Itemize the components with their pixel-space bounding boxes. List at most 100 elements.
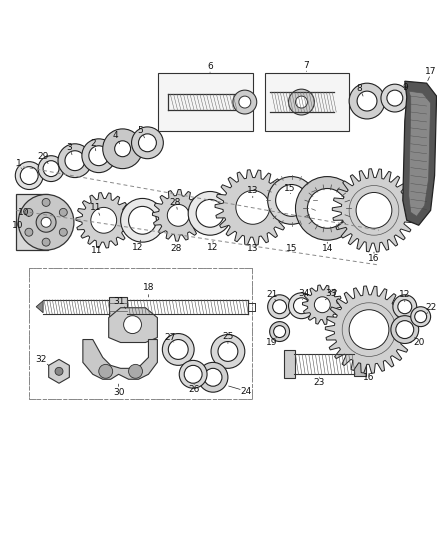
Text: 16: 16: [363, 373, 375, 382]
Bar: [16, 195, 48, 250]
Text: 22: 22: [425, 303, 436, 312]
Polygon shape: [36, 301, 43, 313]
Polygon shape: [303, 285, 342, 325]
Polygon shape: [403, 81, 437, 225]
Circle shape: [289, 293, 314, 319]
Circle shape: [349, 310, 389, 350]
Circle shape: [55, 367, 63, 375]
Circle shape: [188, 191, 232, 235]
Circle shape: [65, 151, 85, 171]
Text: 10: 10: [18, 208, 29, 217]
Circle shape: [179, 360, 207, 388]
Text: 13: 13: [247, 186, 258, 195]
Circle shape: [196, 199, 224, 227]
Circle shape: [393, 295, 417, 319]
Circle shape: [59, 228, 67, 236]
Text: 16: 16: [368, 254, 380, 263]
Text: 6: 6: [207, 62, 213, 71]
Circle shape: [43, 160, 59, 176]
Circle shape: [58, 144, 92, 177]
Circle shape: [218, 342, 238, 361]
Text: 4: 4: [113, 131, 118, 140]
Text: 7: 7: [304, 61, 309, 70]
Circle shape: [293, 298, 309, 314]
Circle shape: [411, 306, 431, 327]
Circle shape: [25, 208, 33, 216]
Text: 5: 5: [138, 126, 143, 135]
Circle shape: [91, 207, 117, 233]
Circle shape: [387, 90, 403, 106]
Circle shape: [18, 195, 74, 250]
Bar: [354, 352, 366, 376]
Circle shape: [307, 189, 347, 228]
Text: 8: 8: [356, 84, 362, 93]
Circle shape: [296, 176, 359, 240]
Polygon shape: [83, 340, 157, 379]
Circle shape: [103, 129, 142, 168]
Circle shape: [167, 204, 189, 227]
Text: 2: 2: [90, 139, 95, 148]
Text: 17: 17: [425, 67, 436, 76]
Circle shape: [415, 311, 427, 322]
Circle shape: [276, 184, 307, 216]
Text: 15: 15: [284, 184, 295, 193]
Circle shape: [398, 300, 412, 314]
Circle shape: [15, 161, 43, 190]
Circle shape: [168, 340, 188, 359]
Text: 27: 27: [165, 333, 176, 342]
Circle shape: [99, 365, 113, 378]
Circle shape: [211, 335, 245, 368]
Circle shape: [82, 139, 116, 173]
Text: 14: 14: [321, 244, 333, 253]
Circle shape: [138, 134, 156, 152]
Circle shape: [268, 176, 315, 224]
Bar: [159, 73, 253, 131]
Text: 34: 34: [299, 289, 310, 298]
Text: 9: 9: [402, 83, 408, 92]
Bar: [265, 73, 349, 131]
Circle shape: [25, 228, 33, 236]
Text: 28: 28: [170, 244, 182, 253]
Circle shape: [357, 91, 377, 111]
Circle shape: [272, 300, 286, 314]
Text: 32: 32: [35, 355, 47, 364]
Circle shape: [236, 190, 270, 224]
Text: 31: 31: [113, 297, 124, 306]
Circle shape: [184, 365, 202, 383]
Text: 12: 12: [132, 243, 143, 252]
Text: 20: 20: [413, 338, 424, 347]
Text: 33: 33: [325, 289, 337, 298]
Text: 24: 24: [240, 387, 251, 395]
Text: 12: 12: [207, 243, 219, 252]
Circle shape: [239, 96, 251, 108]
Circle shape: [289, 89, 314, 115]
Text: 18: 18: [143, 284, 154, 293]
Text: 15: 15: [286, 244, 297, 253]
Text: 23: 23: [314, 378, 325, 387]
Text: 28: 28: [170, 198, 181, 207]
Circle shape: [120, 198, 164, 242]
Text: 11: 11: [90, 203, 102, 212]
Circle shape: [396, 321, 414, 338]
Circle shape: [198, 362, 228, 392]
Polygon shape: [409, 91, 431, 216]
Text: 13: 13: [247, 244, 258, 253]
Circle shape: [274, 326, 286, 337]
Circle shape: [349, 83, 385, 119]
Polygon shape: [332, 169, 416, 252]
Text: 1: 1: [16, 159, 22, 168]
Circle shape: [381, 84, 409, 112]
Polygon shape: [152, 190, 204, 241]
Circle shape: [129, 365, 142, 378]
Circle shape: [42, 198, 50, 206]
Circle shape: [42, 238, 50, 246]
Circle shape: [296, 96, 307, 108]
Circle shape: [59, 208, 67, 216]
Circle shape: [233, 90, 257, 114]
Bar: [109, 297, 127, 317]
Circle shape: [124, 316, 141, 334]
Bar: [283, 351, 296, 378]
Text: 12: 12: [399, 290, 410, 300]
Text: 3: 3: [66, 143, 72, 152]
Circle shape: [131, 127, 163, 159]
